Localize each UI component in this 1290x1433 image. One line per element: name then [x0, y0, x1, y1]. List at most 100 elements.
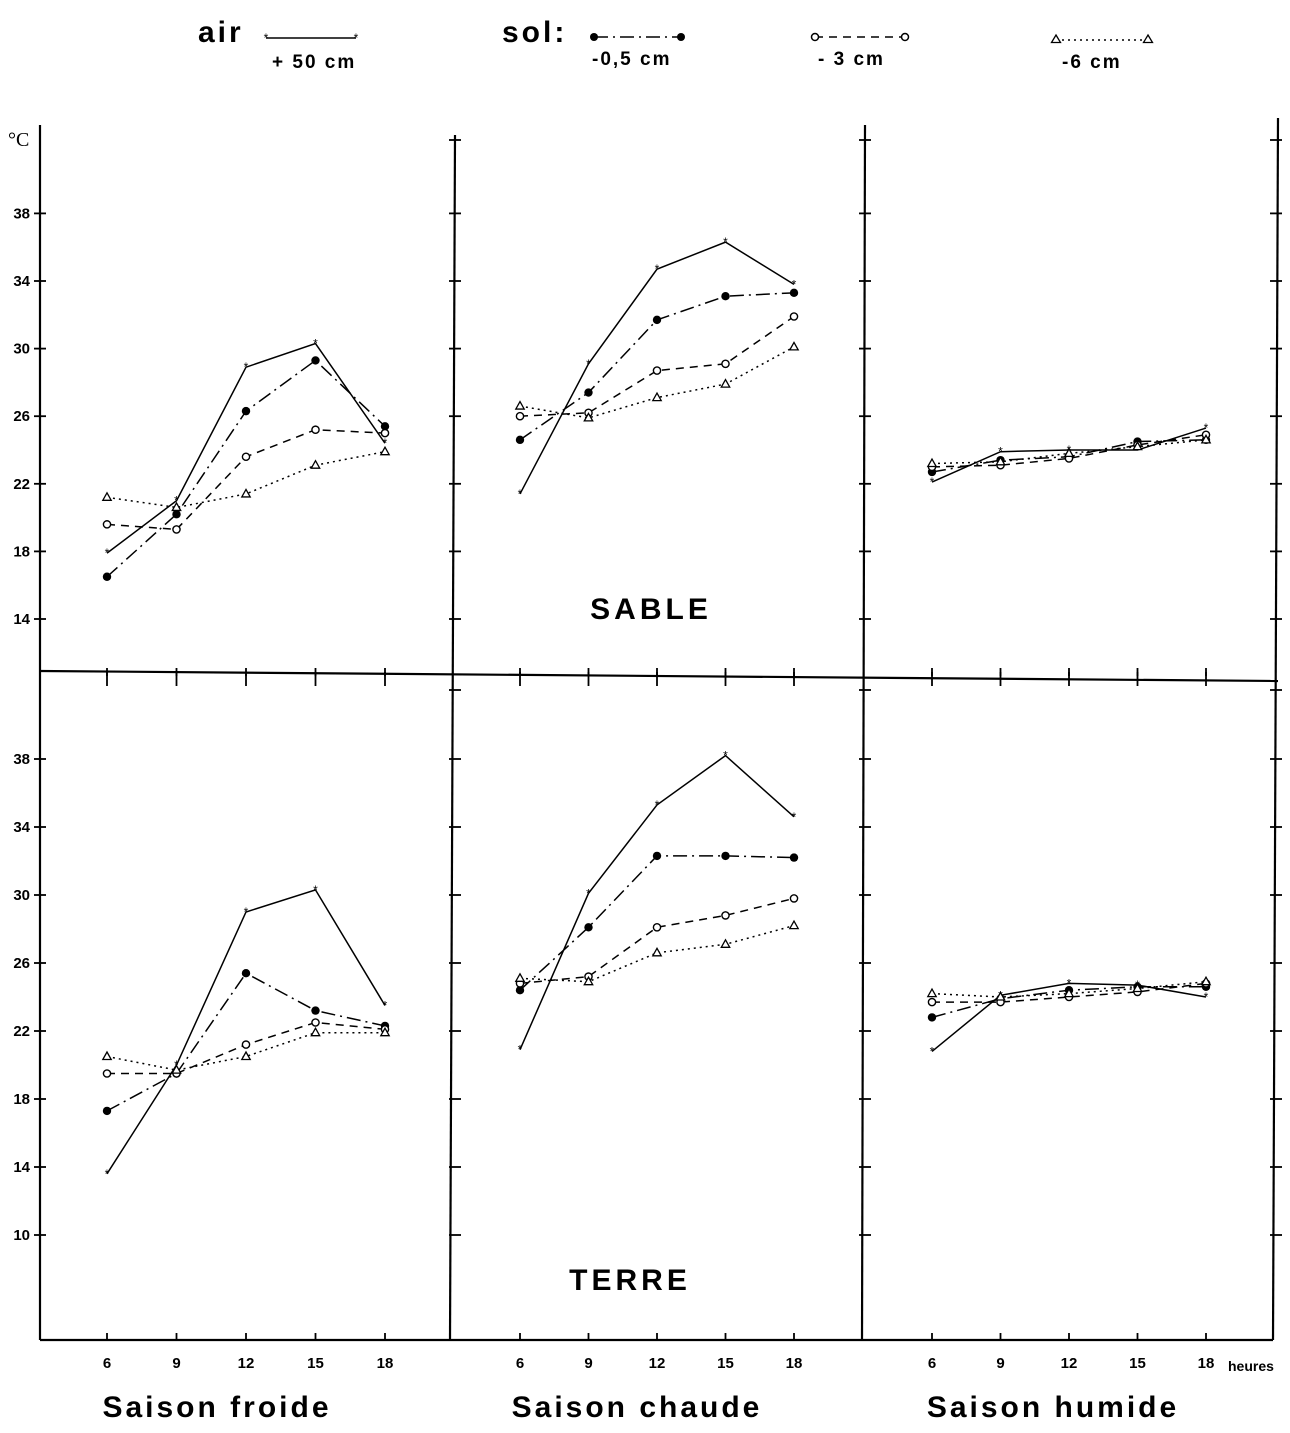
data-point-s3	[311, 1018, 320, 1027]
x-tick-label: 15	[717, 1355, 734, 1372]
x-tick-label: 12	[649, 1355, 666, 1372]
season-label-chaude: Saison chaude	[512, 1391, 763, 1424]
series-line-s3	[106, 428, 386, 531]
data-point-s6	[1132, 982, 1143, 993]
data-point-s3	[241, 1040, 251, 1049]
data-point-s6	[926, 987, 938, 998]
data-point-s6	[101, 1050, 113, 1061]
frame-right-axis	[1271, 117, 1280, 1341]
series-line-s6	[519, 346, 795, 419]
data-point-air: *	[1204, 421, 1209, 435]
x-tick-label: 15	[307, 1355, 324, 1372]
y-tick-label: 14	[13, 1159, 30, 1176]
series-line-s3	[932, 982, 1207, 1003]
data-point-s05	[311, 356, 320, 365]
data-point-s3	[652, 923, 662, 932]
data-point-s3	[721, 911, 730, 920]
series-line-s05	[106, 359, 386, 578]
data-point-air: *	[792, 810, 797, 824]
legend-s6-marker-left	[1050, 33, 1062, 44]
data-point-air: *	[998, 445, 1003, 459]
y-tick-label: 18	[13, 1091, 30, 1108]
y-tick-label: 14	[13, 611, 30, 628]
data-point-s3	[311, 425, 320, 435]
data-point-s05	[311, 1006, 320, 1015]
series-line-s3	[519, 897, 795, 985]
data-point-s05	[241, 406, 251, 416]
data-point-s3	[652, 366, 662, 375]
y-tick-label: 34	[13, 819, 30, 836]
data-point-s3	[789, 894, 799, 903]
data-point-s3	[380, 428, 390, 438]
data-point-s6	[995, 455, 1006, 466]
data-point-s05	[789, 288, 799, 298]
data-point-s05	[515, 435, 525, 445]
data-point-s05	[721, 292, 730, 301]
data-point-s3	[172, 525, 181, 534]
data-point-s6	[240, 488, 252, 498]
x-tick-label: 18	[1198, 1355, 1215, 1372]
x-tick-label: 9	[172, 1355, 180, 1372]
data-point-s6	[788, 341, 800, 351]
plot-layer: 14 18 22 26 30 34 38 * * * * * * * * * * * * * * * 10 14 18 22 26 3…	[13, 139, 1282, 1372]
legend-s05-marker-right	[677, 33, 685, 41]
data-point-s6	[720, 938, 731, 948]
y-tick-label: 26	[13, 955, 30, 972]
data-point-s6	[651, 391, 663, 402]
x-tick-label: 15	[1129, 1355, 1146, 1372]
y-tick-label: 38	[13, 205, 30, 222]
data-point-s6	[995, 991, 1006, 1001]
data-point-s6	[651, 946, 663, 957]
x-tick-label: 9	[996, 1355, 1004, 1372]
data-point-air: *	[105, 1167, 110, 1181]
data-point-air: *	[655, 798, 660, 812]
y-tick-label: 38	[13, 751, 30, 768]
x-tick-label: 6	[103, 1355, 111, 1372]
data-point-s05	[721, 851, 730, 861]
data-point-s3	[789, 312, 799, 321]
series-line-s6	[931, 439, 1207, 465]
y-tick-label: 10	[13, 1227, 30, 1244]
data-point-s05	[927, 1013, 937, 1022]
x-unit-label: heures	[1228, 1358, 1274, 1374]
data-point-s3	[721, 359, 730, 369]
data-point-s6	[101, 491, 113, 501]
data-point-s6	[583, 412, 594, 422]
data-point-s6	[379, 445, 391, 456]
data-point-air: *	[383, 436, 388, 450]
data-point-air: *	[930, 475, 935, 489]
legend-sol-label: sol:	[502, 16, 567, 49]
y-tick-label: 30	[13, 341, 30, 358]
data-point-s6	[720, 378, 731, 388]
data-point-s6	[1200, 975, 1212, 986]
legend-s05-depth: -0,5 cm	[592, 49, 671, 70]
data-point-air: *	[655, 262, 660, 276]
data-point-s6	[1132, 440, 1143, 451]
data-point-s6	[1063, 987, 1075, 998]
x-tick-label: 6	[516, 1355, 524, 1372]
season-label-humide: Saison humide	[927, 1391, 1179, 1424]
series-line-air	[519, 754, 795, 1051]
legend-s3-marker-left	[810, 32, 820, 42]
data-point-air: *	[383, 999, 388, 1013]
data-point-air: *	[518, 487, 523, 501]
x-tick-label: 9	[584, 1355, 592, 1372]
data-point-s6	[514, 972, 526, 982]
data-point-air: *	[586, 357, 591, 371]
y-tick-label: 26	[13, 408, 30, 425]
series-line-air	[106, 342, 386, 554]
y-tick-label: 34	[13, 273, 30, 290]
x-tick-label: 18	[377, 1355, 394, 1372]
data-point-s05	[102, 572, 112, 581]
data-point-air: *	[105, 546, 110, 560]
data-point-s05	[789, 853, 799, 862]
data-point-s3	[102, 1069, 112, 1078]
data-point-s05	[515, 986, 525, 995]
series-line-air	[519, 241, 795, 495]
data-point-air: *	[723, 749, 728, 763]
data-point-air: *	[313, 883, 318, 897]
legend: air sol: * * + 50 cm -0,5 cm - 3 cm -6 c…	[198, 16, 1154, 73]
x-tick-label: 18	[786, 1355, 803, 1372]
